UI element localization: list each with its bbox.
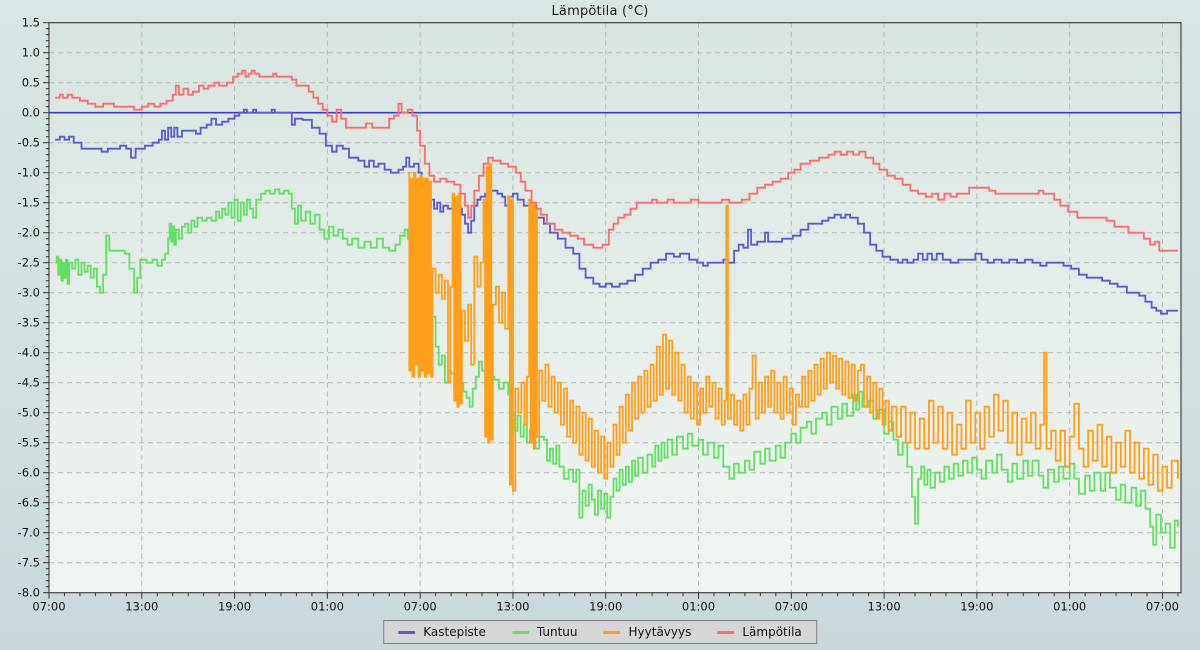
legend-label-lampotila: Lämpötila: [742, 625, 802, 639]
legend-item-lampotila: Lämpötila: [717, 625, 802, 639]
y-tick-label: -5.0: [18, 406, 40, 420]
y-tick-label: -1.5: [18, 196, 40, 210]
y-tick-label: -6.5: [18, 496, 40, 510]
x-tick-label: 19:00: [960, 600, 993, 614]
y-tick-label: -2.5: [18, 256, 40, 270]
y-tick-label: -1.0: [18, 166, 40, 180]
legend-swatch-hyytavyys: [603, 630, 621, 634]
legend-label-hyytavyys: Hyytävyys: [628, 625, 692, 639]
series-tuntuu: [55, 188, 1179, 549]
x-tick-label: 19:00: [589, 600, 622, 614]
x-tick-label: 13:00: [496, 600, 529, 614]
y-tick-label: -3.5: [18, 316, 40, 330]
y-tick-label: 0.0: [22, 106, 40, 120]
plot-area: [49, 22, 1181, 593]
x-tick-label: 07:00: [775, 600, 808, 614]
x-tick-label: 13:00: [868, 600, 901, 614]
y-tick-label: -4.5: [18, 376, 40, 390]
x-tick-label: 01:00: [682, 600, 715, 614]
y-tick-label: -3.0: [18, 286, 40, 300]
legend-item-hyytavyys: Hyytävyys: [603, 625, 692, 639]
axis-ticks: [43, 22, 1179, 599]
x-tick-label: 07:00: [404, 600, 437, 614]
legend-label-kastepiste: Kastepiste: [423, 625, 486, 639]
y-tick-label: 0.5: [22, 76, 40, 90]
y-tick-label: -2.0: [18, 226, 40, 240]
x-tick-label: 07:00: [1146, 600, 1179, 614]
y-tick-label: -7.0: [18, 526, 40, 540]
axis-labels: 1.5 1.0 0.5 0.0 -0.5 -1.0 -1.5 -2.0 -2.5 -3.0 -3.5…: [18, 16, 1179, 614]
y-tick-label: -5.5: [18, 436, 40, 450]
y-tick-label: -0.5: [18, 136, 40, 150]
chart-title: Lämpötila (°C): [551, 4, 649, 19]
legend: Kastepiste Tuntuu Hyytävyys Lämpötila: [383, 620, 817, 644]
legend-swatch-kastepiste: [398, 630, 416, 634]
series-group: [55, 69, 1179, 549]
y-tick-label: -7.5: [18, 556, 40, 570]
y-tick-label: 1.0: [22, 46, 40, 60]
series-hyytävyys: [407, 162, 1179, 492]
x-tick-label: 13:00: [125, 600, 158, 614]
x-tick-label: 01:00: [1053, 600, 1086, 614]
legend-swatch-lampotila: [717, 630, 735, 634]
legend-swatch-tuntuu: [511, 630, 529, 634]
y-tick-label: -4.0: [18, 346, 40, 360]
plot-border: [48, 22, 1182, 594]
y-tick-label: -6.0: [18, 466, 40, 480]
x-tick-label: 01:00: [311, 600, 344, 614]
series-lämpötila: [55, 69, 1178, 252]
legend-label-tuntuu: Tuntuu: [536, 625, 578, 639]
legend-item-kastepiste: Kastepiste: [398, 625, 486, 639]
y-tick-label: 1.5: [22, 16, 40, 30]
x-tick-label: 19:00: [218, 600, 251, 614]
legend-item-tuntuu: Tuntuu: [511, 625, 578, 639]
x-tick-label: 07:00: [32, 600, 65, 614]
y-tick-label: -8.0: [18, 586, 40, 600]
